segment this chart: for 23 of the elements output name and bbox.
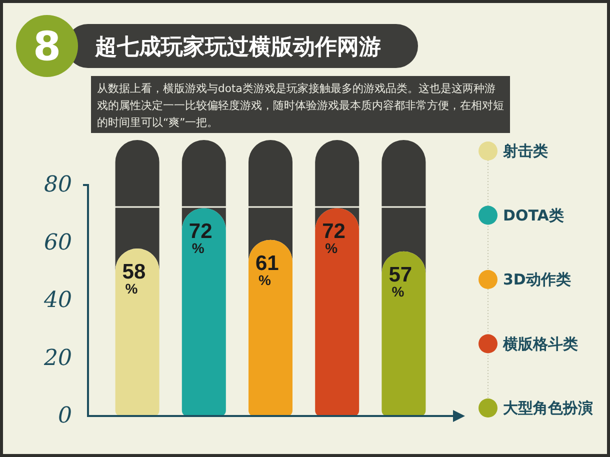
data-label: 58 %: [122, 260, 146, 297]
legend-item: DOTA类: [478, 206, 564, 225]
data-label: 57 %: [388, 263, 412, 300]
legend-item: 大型角色扮演: [478, 398, 593, 418]
data-label: 72 %: [322, 220, 346, 256]
y-tick-label: 40: [43, 288, 72, 313]
legend-label: DOTA类: [503, 206, 564, 224]
chart-subtitle: 从数据上看，横版游戏与dota类游戏是玩家接触最多的游戏品类。这也是这两种游戏的属性决定一一比较偏轻度游戏，随时体验游戏最本质内容都非常方便，在相对短的时间里可以“爽”一把。: [91, 76, 510, 133]
text: 8: [33, 24, 61, 70]
y-tick-label: 20: [43, 346, 72, 371]
legend-label: 横版格斗类: [502, 334, 578, 353]
legend-item: 射击类: [478, 142, 548, 160]
y-tick-label: 60: [44, 230, 72, 256]
legend-label: 3D动作类: [503, 270, 571, 288]
legend-item: 3D动作类: [478, 270, 571, 289]
legend-item: 横版格斗类: [478, 334, 578, 354]
y-tick-label: 0: [58, 404, 72, 428]
data-label: 72 %: [188, 220, 212, 256]
chart-title: 超七成玩家玩过横版动作网游: [94, 34, 381, 60]
legend-label: 射击类: [502, 142, 548, 160]
data-label: 61 %: [256, 252, 280, 288]
y-tick-label: 80: [44, 172, 72, 198]
legend-label: 大型角色扮演: [503, 399, 593, 417]
